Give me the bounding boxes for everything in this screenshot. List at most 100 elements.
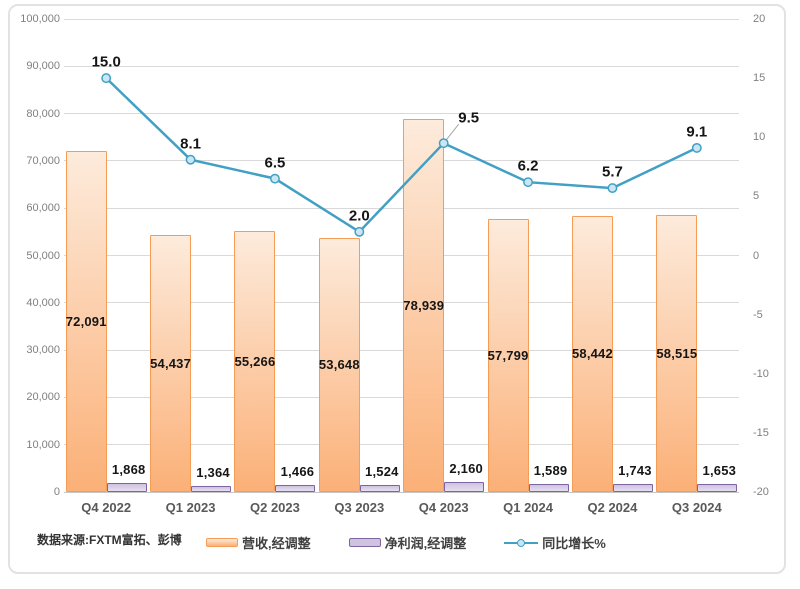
growth-point-marker <box>269 173 280 184</box>
chart-frame: 72,091 1,868 54,437 1,364 55,266 1,466 53,648 1… <box>8 4 786 574</box>
y-axis-left-tick: 70,000 <box>26 154 60 167</box>
profit-bar <box>106 483 147 492</box>
y-axis-right-tick: 0 <box>753 249 760 262</box>
profit-bar-label: 1,364 <box>196 465 230 480</box>
profit-bar <box>444 482 485 492</box>
legend-item: 同比增长% <box>504 533 606 552</box>
y-axis-left-tick: 50,000 <box>26 249 60 262</box>
growth-point-marker <box>691 142 702 153</box>
revenue-bar <box>403 119 445 492</box>
growth-point-marker <box>523 177 534 188</box>
x-axis-label: Q1 2024 <box>503 500 553 515</box>
x-axis-label: Q2 2024 <box>587 500 638 515</box>
x-axis-label: Q1 2023 <box>165 500 216 515</box>
growth-point-label: 6.2 <box>517 157 539 175</box>
gridline <box>64 113 739 115</box>
revenue-legend-swatch <box>206 538 238 547</box>
plot-area: 72,091 1,868 54,437 1,364 55,266 1,466 53,648 1… <box>64 18 739 493</box>
y-axis-left-tick: 0 <box>53 486 60 498</box>
y-axis-right-tick: 5 <box>753 190 760 203</box>
x-axis-label: Q4 2023 <box>418 500 469 515</box>
gridline <box>64 396 739 398</box>
gridline <box>64 491 739 493</box>
growth-point-label: 15.0 <box>91 53 121 71</box>
y-axis-right-tick: 10 <box>753 131 766 144</box>
legend-item: 净利润,经调整 <box>348 533 467 552</box>
revenue-bar-label: 72,091 <box>65 313 107 329</box>
y-axis-right-tick: -15 <box>753 426 769 439</box>
x-axis-label: Q4 2022 <box>81 500 132 515</box>
growth-legend-swatch <box>504 538 539 548</box>
gridline <box>64 207 739 209</box>
y-axis-right-tick: 20 <box>753 13 766 25</box>
profit-bar-label: 2,160 <box>449 461 483 476</box>
revenue-bar <box>234 231 276 492</box>
growth-line-series <box>101 73 702 237</box>
legend: 营收,经调整 净利润,经调整 同比增长% <box>206 533 606 552</box>
growth-point-marker <box>101 73 112 84</box>
growth-line <box>105 77 698 234</box>
y-axis-right-tick: 15 <box>753 72 766 85</box>
revenue-bar-label: 58,442 <box>571 346 613 361</box>
x-axis-label: Q2 2023 <box>250 500 300 515</box>
y-axis-left-tick: 80,000 <box>26 107 60 120</box>
y-axis-left-tick: 30,000 <box>26 344 60 357</box>
y-axis-right-tick: -5 <box>753 308 763 321</box>
legend-label: 净利润,经调整 <box>384 536 467 551</box>
growth-point-label: 8.1 <box>180 135 201 153</box>
legend-label: 营收,经调整 <box>242 536 311 551</box>
growth-point-marker <box>185 154 196 165</box>
profit-bar-label: 1,466 <box>280 464 315 479</box>
revenue-bar-label: 55,266 <box>234 353 276 369</box>
growth-point-label: 2.0 <box>348 207 370 225</box>
gridline <box>64 349 739 351</box>
y-axis-left-tick: 100,000 <box>20 13 60 25</box>
gridline <box>64 255 739 256</box>
revenue-bar-label: 54,437 <box>150 355 192 371</box>
growth-point-marker <box>607 183 618 194</box>
growth-point-label: 9.5 <box>458 109 480 127</box>
profit-bar <box>191 486 232 492</box>
y-axis-right-tick: -10 <box>753 367 769 380</box>
y-axis-left-tick: 90,000 <box>26 60 60 73</box>
legend-item: 营收,经调整 <box>206 533 311 552</box>
y-axis-left-tick: 20,000 <box>26 391 60 404</box>
y-axis-left-tick: 60,000 <box>26 202 60 215</box>
revenue-bar <box>656 215 698 492</box>
gridline <box>64 302 739 304</box>
x-axis-label: Q3 2023 <box>334 500 385 515</box>
revenue-bar-label: 57,799 <box>487 347 529 363</box>
growth-point-label: 9.1 <box>686 123 708 141</box>
gridline <box>64 65 739 67</box>
profit-bar-label: 1,868 <box>111 462 146 477</box>
profit-bar <box>697 484 738 492</box>
profit-bar-label: 1,743 <box>618 463 652 478</box>
y-axis-left-tick: 40,000 <box>26 296 60 309</box>
growth-point-label: 5.7 <box>602 163 623 181</box>
revenue-bar <box>150 235 192 492</box>
revenue-bar <box>318 238 360 492</box>
gridline <box>64 18 739 20</box>
gridline <box>64 444 739 446</box>
revenue-bar <box>65 151 107 492</box>
profit-bar <box>612 484 653 492</box>
profit-bar <box>275 485 316 492</box>
revenue-bar-label: 78,939 <box>403 297 445 313</box>
profit-bar <box>528 484 569 492</box>
revenue-bar-label: 58,515 <box>656 345 698 361</box>
legend-label: 同比增长% <box>542 536 606 551</box>
profit-bar-label: 1,589 <box>533 463 568 478</box>
gridline <box>64 160 739 162</box>
growth-point-marker <box>438 138 449 149</box>
y-axis-right-tick: -20 <box>753 486 769 498</box>
source-note: 数据来源:FXTM富拓、彭博 <box>37 533 182 547</box>
profit-bar <box>359 485 400 492</box>
revenue-bar <box>487 219 529 492</box>
revenue-bar-label: 53,648 <box>318 357 360 372</box>
x-axis-label: Q3 2024 <box>671 500 722 515</box>
revenue-bar <box>571 216 613 492</box>
profit-bar-label: 1,653 <box>702 463 737 478</box>
growth-point-marker <box>354 226 365 237</box>
y-axis-left-tick: 10,000 <box>26 438 60 451</box>
